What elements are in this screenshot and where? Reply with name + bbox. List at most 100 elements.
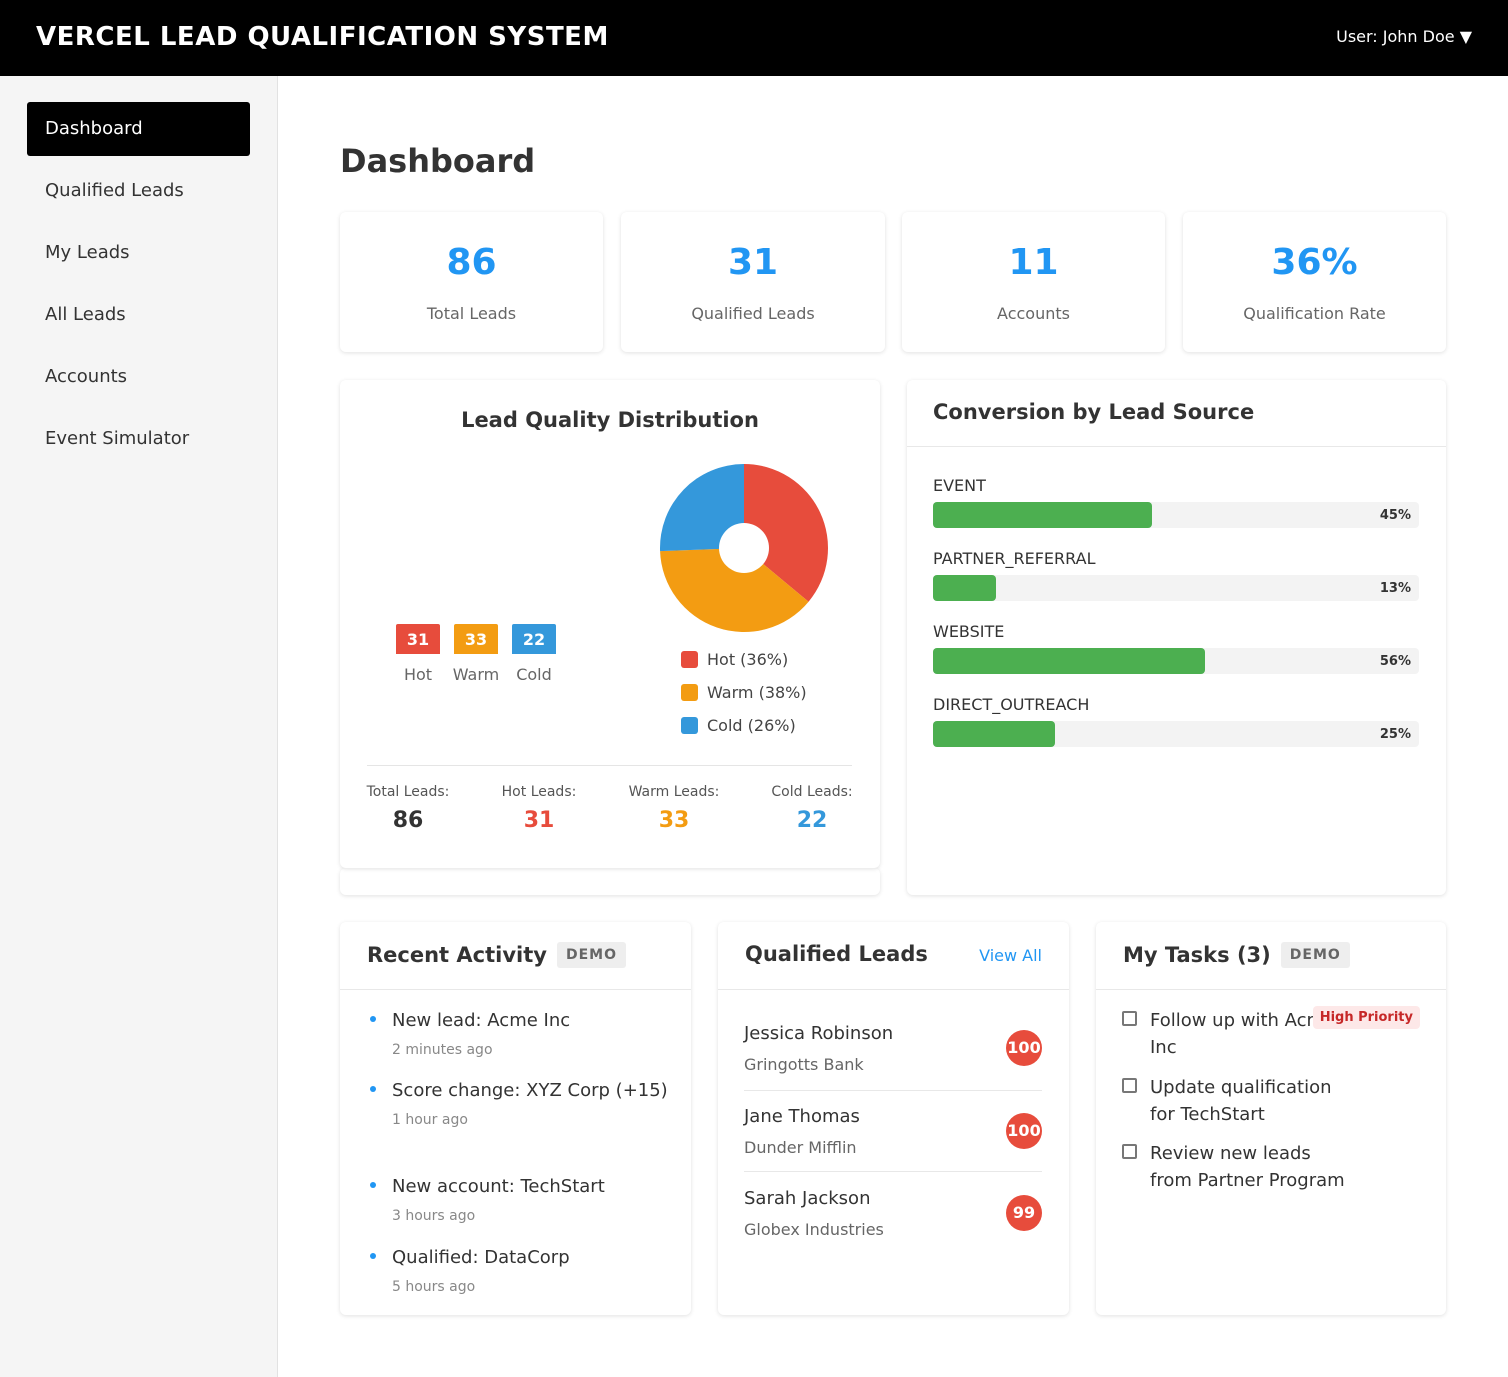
sidebar-item-event-simulator[interactable]: Event Simulator [45, 428, 190, 449]
summary-cold-value: 22 [796, 808, 828, 833]
lead-separator [744, 1090, 1042, 1091]
lead-quality-title: Lead Quality Distribution [461, 408, 759, 432]
summary-warm-label: Warm Leads: [628, 784, 720, 800]
lead-score-badge: 100 [1006, 1113, 1042, 1149]
demo-badge: DEMO [1280, 942, 1350, 968]
qualified-leads-card: Qualified Leads View All Jessica Robinso… [718, 922, 1069, 1315]
activity-text: New lead: Acme Inc [392, 1010, 571, 1031]
sidebar-item-accounts[interactable]: Accounts [45, 366, 128, 387]
source-label-event: EVENT [933, 476, 986, 495]
bullet-icon [370, 1086, 376, 1092]
bullet-icon [370, 1182, 376, 1188]
recent-activity-card: Recent Activity DEMO New lead: Acme Inc 2… [340, 922, 691, 1315]
tasks-divider [1096, 989, 1446, 990]
sidebar-item-qualified-leads[interactable]: Qualified Leads [45, 180, 184, 201]
stat-value: 36% [1271, 242, 1358, 283]
summary-hot-value: 31 [523, 808, 555, 833]
source-fill-direct-outreach [933, 721, 1055, 747]
source-fill-partner-referral [933, 575, 997, 601]
pie-slice-hot [744, 464, 828, 602]
lead-row[interactable]: Jane Thomas Dunder Mifflin 100 [744, 1106, 1042, 1188]
lead-company: Dunder Mifflin [744, 1138, 857, 1157]
activity-time: 5 hours ago [392, 1279, 476, 1295]
activity-divider [340, 989, 691, 990]
source-fill-website [933, 648, 1206, 674]
pie-slice-cold [660, 464, 744, 552]
qualified-divider [718, 989, 1069, 990]
hot-swatch [681, 651, 698, 668]
my-tasks-title: My Tasks (3) [1123, 943, 1271, 967]
my-tasks-card: My Tasks (3) DEMO Follow up with Acme Inc… [1096, 922, 1446, 1315]
my-tasks-header: My Tasks (3) DEMO [1123, 942, 1350, 968]
conversion-divider [907, 446, 1446, 447]
legend-cold-label: Cold (26%) [707, 716, 796, 735]
cold-swatch [681, 717, 698, 734]
stat-card-qualification-rate: 36% Qualification Rate [1183, 212, 1446, 352]
stat-card-accounts: 11 Accounts [902, 212, 1165, 352]
legend-hot-label: Hot (36%) [707, 650, 789, 669]
summary-total: Total Leads: 86 [348, 784, 468, 833]
stat-card-qualified-leads: 31 Qualified Leads [621, 212, 885, 352]
summary-total-value: 86 [392, 808, 424, 833]
source-label-direct-outreach: DIRECT_OUTREACH [933, 695, 1090, 714]
lead-row[interactable]: Sarah Jackson Globex Industries 99 [744, 1188, 1042, 1270]
top-bar: VERCEL LEAD QUALIFICATION SYSTEM User: J… [0, 0, 1508, 76]
activity-text: Qualified: DataCorp [392, 1247, 570, 1268]
stat-label: Accounts [997, 304, 1070, 323]
legend-hot: Hot (36%) [681, 650, 788, 669]
task-text: Follow up with Acme Inc [1150, 1010, 1336, 1058]
stat-value: 31 [727, 242, 779, 283]
activity-text: New account: TechStart [392, 1176, 605, 1197]
stat-value: 86 [446, 242, 497, 283]
cold-bar-label: Cold [516, 665, 552, 684]
warm-bar-label: Warm [452, 665, 500, 684]
hot-count-bar: 31 [396, 624, 440, 654]
lead-company: Gringotts Bank [744, 1055, 864, 1074]
activity-text: Score change: XYZ Corp (+15) [392, 1080, 668, 1101]
user-menu[interactable]: User: John Doe ▼ [1336, 27, 1472, 46]
summary-warm: Warm Leads: 33 [614, 784, 734, 833]
stat-card-total-leads: 86 Total Leads [340, 212, 603, 352]
source-bar-partner-referral: 13% [933, 575, 1419, 601]
source-bar-direct-outreach: 25% [933, 721, 1419, 747]
warm-count-bar: 33 [454, 624, 498, 654]
task-checkbox[interactable] [1122, 1078, 1137, 1093]
lead-row[interactable]: Jessica Robinson Gringotts Bank 100 [744, 1023, 1042, 1105]
warm-swatch [681, 684, 698, 701]
source-label-website: WEBSITE [933, 622, 1005, 641]
lead-quality-card: Lead Quality Distribution 31 33 22 Hot W… [340, 380, 880, 868]
stat-label: Qualified Leads [691, 304, 815, 323]
stat-value: 11 [1008, 242, 1059, 283]
sidebar-item-dashboard[interactable]: Dashboard [27, 102, 250, 156]
activity-item: New account: TechStart 3 hours ago [370, 1173, 682, 1224]
source-pct-direct-outreach: 25% [1379, 727, 1411, 742]
sidebar-item-all-leads[interactable]: All Leads [45, 304, 126, 325]
lead-name: Sarah Jackson [744, 1188, 871, 1209]
cold-count-bar: 22 [512, 624, 556, 654]
source-bar-event: 45% [933, 502, 1419, 528]
sidebar: Dashboard Qualified Leads My Leads All L… [0, 76, 278, 1377]
lead-score-badge: 100 [1006, 1030, 1042, 1066]
stat-label: Qualification Rate [1243, 304, 1386, 323]
lead-name: Jessica Robinson [744, 1023, 894, 1044]
lead-name: Jane Thomas [744, 1106, 860, 1127]
source-pct-partner-referral: 13% [1379, 581, 1411, 596]
summary-hot: Hot Leads: 31 [479, 784, 599, 833]
lead-company: Globex Industries [744, 1220, 884, 1239]
task-checkbox[interactable] [1122, 1144, 1137, 1159]
recent-activity-title: Recent Activity [367, 943, 547, 967]
conversion-card: Conversion by Lead Source EVENT 45% PART… [907, 380, 1446, 895]
bullet-icon [370, 1016, 376, 1022]
sidebar-item-my-leads[interactable]: My Leads [45, 242, 130, 263]
conversion-title: Conversion by Lead Source [933, 400, 1255, 424]
source-pct-event: 45% [1379, 508, 1411, 523]
activity-item: Score change: XYZ Corp (+15) 1 hour ago [370, 1077, 682, 1128]
view-all-link[interactable]: View All [979, 946, 1042, 965]
activity-item: Qualified: DataCorp 5 hours ago [370, 1244, 682, 1295]
task-checkbox[interactable] [1122, 1011, 1137, 1026]
lead-score-badge: 99 [1006, 1195, 1042, 1231]
quality-card-shadow [340, 868, 880, 895]
demo-badge: DEMO [556, 942, 626, 968]
qualified-leads-title: Qualified Leads [745, 942, 928, 966]
source-fill-event [933, 502, 1152, 528]
